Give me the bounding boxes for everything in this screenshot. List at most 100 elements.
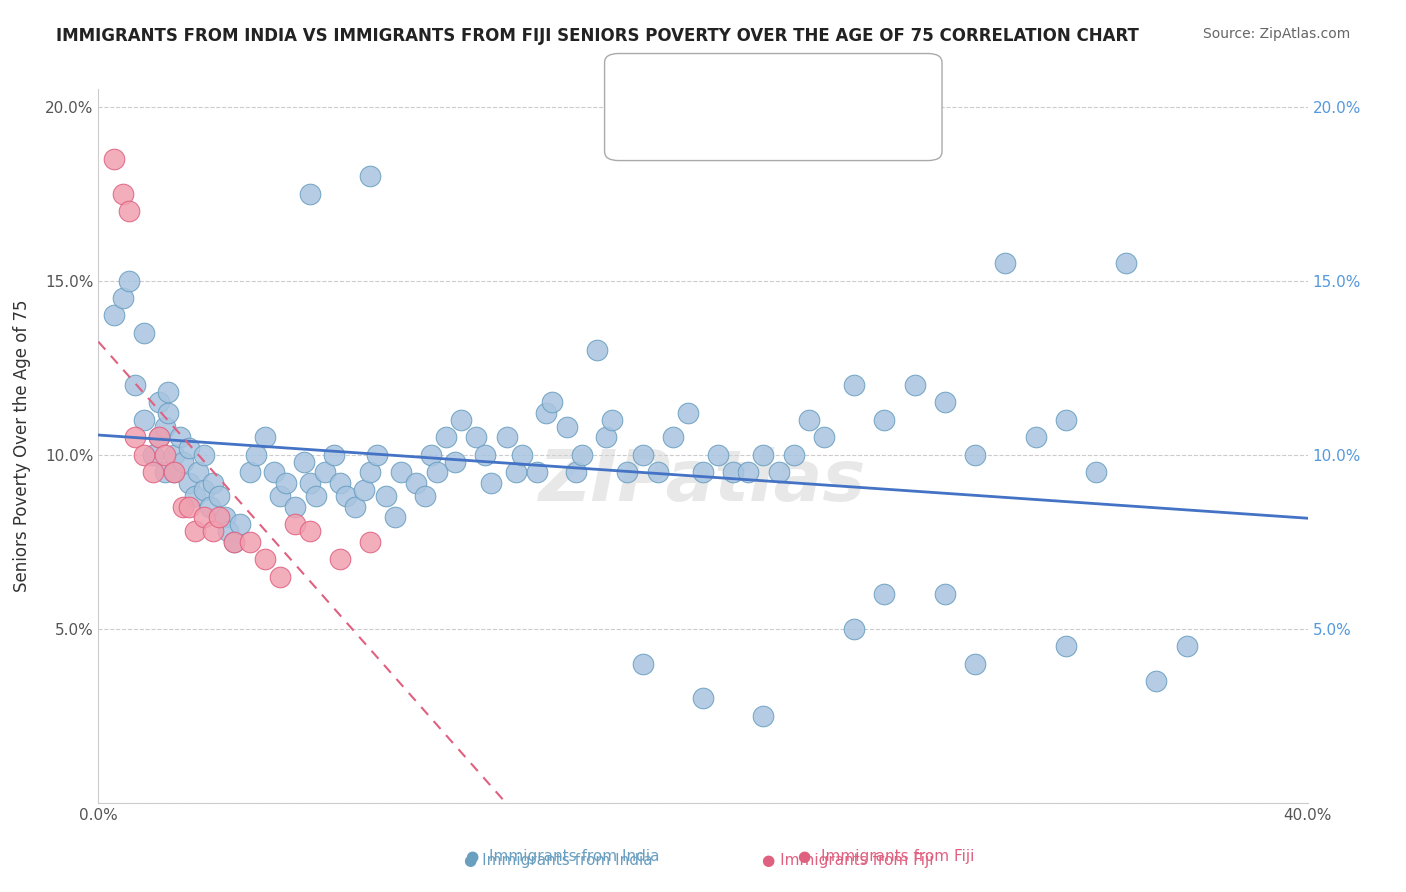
Point bbox=[103, 309, 125, 323]
Point bbox=[389, 465, 412, 479]
Point bbox=[873, 413, 896, 427]
Text: IMMIGRANTS FROM INDIA VS IMMIGRANTS FROM FIJI SENIORS POVERTY OVER THE AGE OF 75: IMMIGRANTS FROM INDIA VS IMMIGRANTS FROM… bbox=[56, 27, 1139, 45]
Point bbox=[284, 517, 307, 532]
Point bbox=[187, 465, 209, 479]
Point bbox=[193, 448, 215, 462]
Text: N =: N = bbox=[744, 79, 787, 94]
Point bbox=[1115, 256, 1137, 270]
Point bbox=[752, 448, 775, 462]
Point bbox=[193, 483, 215, 497]
Point bbox=[505, 465, 527, 479]
Point bbox=[360, 534, 382, 549]
Point bbox=[526, 465, 548, 479]
Point bbox=[148, 395, 170, 409]
Point bbox=[156, 406, 179, 420]
Point bbox=[384, 510, 406, 524]
Point bbox=[534, 406, 557, 420]
Point bbox=[510, 448, 533, 462]
Point bbox=[344, 500, 367, 514]
Point bbox=[269, 490, 291, 504]
Text: 23: 23 bbox=[775, 116, 796, 130]
Point bbox=[263, 465, 285, 479]
Point bbox=[184, 524, 207, 539]
Point bbox=[783, 448, 806, 462]
Point bbox=[616, 465, 638, 479]
Point bbox=[239, 465, 262, 479]
Text: N =: N = bbox=[744, 116, 792, 130]
Point bbox=[465, 430, 488, 444]
Point bbox=[224, 534, 246, 549]
Point bbox=[360, 465, 382, 479]
Point bbox=[420, 448, 443, 462]
Point bbox=[208, 490, 231, 504]
Text: ●  Immigrants from India: ● Immigrants from India bbox=[465, 849, 659, 863]
Point bbox=[495, 430, 517, 444]
Point bbox=[1054, 413, 1077, 427]
Point bbox=[193, 510, 215, 524]
Point bbox=[692, 691, 714, 706]
Point bbox=[571, 448, 593, 462]
Point bbox=[374, 490, 396, 504]
Point bbox=[329, 552, 352, 566]
Point bbox=[132, 413, 155, 427]
Point bbox=[169, 430, 191, 444]
Point bbox=[132, 326, 155, 340]
Point bbox=[676, 406, 699, 420]
Point bbox=[602, 413, 624, 427]
Point bbox=[124, 430, 146, 444]
Point bbox=[555, 420, 578, 434]
Point bbox=[474, 448, 496, 462]
Point bbox=[229, 517, 252, 532]
Point bbox=[142, 465, 165, 479]
Text: ● Immigrants from Fiji: ● Immigrants from Fiji bbox=[762, 853, 934, 868]
Text: ■: ■ bbox=[637, 77, 655, 96]
Point bbox=[217, 524, 239, 539]
Point bbox=[253, 430, 276, 444]
Point bbox=[156, 385, 179, 400]
Text: -0.051: -0.051 bbox=[707, 79, 762, 94]
Point bbox=[163, 465, 186, 479]
Text: 0.118: 0.118 bbox=[711, 116, 759, 130]
Point bbox=[202, 475, 225, 490]
Point bbox=[118, 204, 141, 219]
Point bbox=[844, 378, 866, 392]
Point bbox=[934, 587, 956, 601]
Point bbox=[844, 622, 866, 636]
Point bbox=[284, 500, 307, 514]
Point bbox=[366, 448, 388, 462]
Text: ■: ■ bbox=[637, 113, 655, 133]
Point bbox=[994, 256, 1017, 270]
Point bbox=[172, 455, 194, 469]
Text: 109: 109 bbox=[775, 79, 807, 94]
Point bbox=[314, 465, 336, 479]
Point bbox=[1175, 639, 1198, 653]
Text: ZIPatlas: ZIPatlas bbox=[540, 447, 866, 516]
Y-axis label: Seniors Poverty Over the Age of 75: Seniors Poverty Over the Age of 75 bbox=[13, 300, 31, 592]
Point bbox=[292, 455, 315, 469]
Point bbox=[692, 465, 714, 479]
Point bbox=[1054, 639, 1077, 653]
Point bbox=[214, 510, 236, 524]
Point bbox=[353, 483, 375, 497]
Point bbox=[299, 475, 322, 490]
Point bbox=[631, 657, 654, 671]
Point bbox=[450, 413, 472, 427]
Point bbox=[179, 475, 201, 490]
Point bbox=[148, 430, 170, 444]
Point bbox=[707, 448, 730, 462]
Point bbox=[224, 534, 246, 549]
Point bbox=[202, 524, 225, 539]
Point bbox=[723, 465, 745, 479]
Point bbox=[426, 465, 449, 479]
Point bbox=[565, 465, 588, 479]
Point bbox=[481, 475, 503, 490]
Point bbox=[540, 395, 562, 409]
Point bbox=[153, 448, 176, 462]
Point bbox=[323, 448, 346, 462]
Point bbox=[752, 708, 775, 723]
Point bbox=[413, 490, 436, 504]
Point bbox=[595, 430, 617, 444]
Point bbox=[142, 448, 165, 462]
Point bbox=[111, 291, 134, 305]
Point bbox=[586, 343, 609, 358]
